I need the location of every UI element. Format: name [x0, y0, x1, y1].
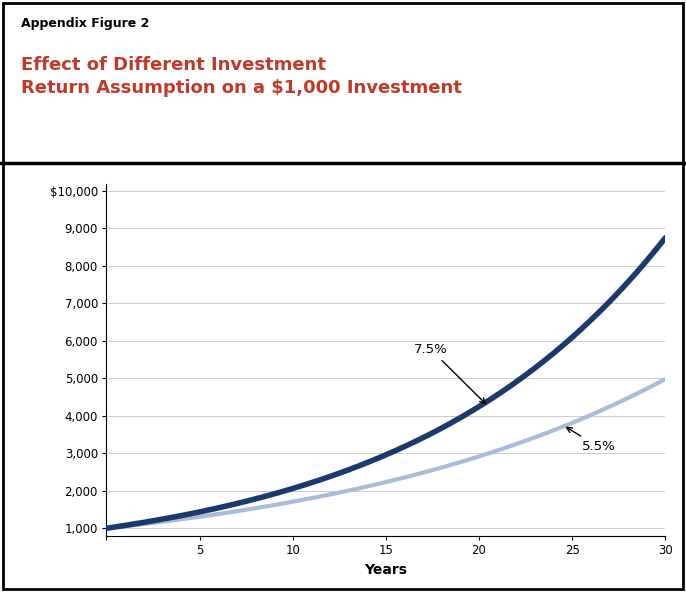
Text: 5.5%: 5.5%: [567, 427, 615, 453]
Text: Effect of Different Investment
Return Assumption on a $1,000 Investment: Effect of Different Investment Return As…: [21, 56, 462, 97]
Text: 7.5%: 7.5%: [414, 343, 485, 403]
X-axis label: Years: Years: [364, 562, 407, 577]
Text: Appendix Figure 2: Appendix Figure 2: [21, 17, 149, 30]
